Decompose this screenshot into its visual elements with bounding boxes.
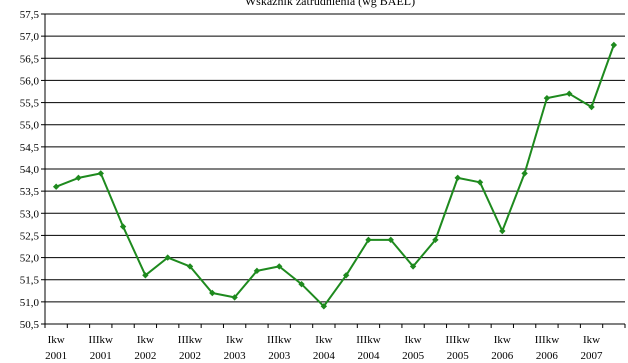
data-point-marker (476, 179, 484, 186)
axes (44, 14, 625, 325)
y-tick-label: 53,5 (20, 186, 40, 198)
x-tick-label-year: 2005 (402, 350, 425, 362)
x-tick-label-year: 2003 (268, 350, 291, 362)
data-point-marker (387, 236, 394, 244)
x-tick-label-year: 2001 (90, 350, 112, 362)
data-point-marker (432, 236, 439, 244)
y-tick-label: 52,5 (20, 230, 40, 242)
y-tick-label: 54,5 (20, 142, 40, 154)
data-point-marker (499, 227, 506, 235)
data-point-marker (75, 174, 82, 182)
x-tick-label-year: 2006 (536, 350, 559, 362)
x-tick-label-year: 2002 (179, 350, 201, 362)
x-tick-label-period: Ikw (405, 334, 422, 346)
data-point-marker (52, 183, 60, 190)
x-tick-label-period: IIIkw (356, 334, 380, 346)
data-point-marker (342, 272, 350, 279)
data-point-marker (276, 263, 283, 270)
data-point-marker (409, 263, 417, 270)
y-tick-label: 55,5 (20, 98, 40, 110)
series-group (52, 41, 618, 310)
x-tick-label-period: Ikw (137, 334, 154, 346)
x-tick-label-period: IIIkw (89, 334, 113, 346)
x-tick-label-year: 2002 (134, 350, 156, 362)
y-tick-label: 52,0 (20, 253, 40, 265)
data-point-marker (253, 267, 261, 275)
x-tick-label-period: Ikw (583, 334, 600, 346)
data-point-marker (298, 280, 305, 288)
x-tick-label-period: Ikw (48, 334, 65, 346)
data-point-marker (231, 294, 238, 301)
x-tick-label-year: 2007 (581, 350, 604, 362)
data-point-marker (164, 254, 171, 261)
y-tick-label: 55,0 (20, 120, 40, 132)
chart-title: Wskaźnik zatrudnienia (wg BAEL) (245, 0, 415, 8)
x-tick-label-period: Ikw (226, 334, 243, 346)
data-point-marker (610, 41, 618, 49)
y-tick-label: 56,0 (20, 75, 40, 87)
x-tick-label-year: 2004 (357, 350, 380, 362)
data-point-marker (365, 236, 372, 244)
series-line (55, 44, 615, 308)
data-point-marker (521, 170, 528, 177)
y-tick-label: 54,0 (20, 164, 40, 176)
data-point-marker (566, 90, 573, 97)
x-tick-label-period: IIIkw (178, 334, 202, 346)
y-tick-label: 50,5 (20, 319, 40, 331)
x-tick-label-year: 2005 (447, 350, 470, 362)
data-point-marker (454, 174, 461, 182)
y-tick-label: 57,5 (20, 9, 40, 21)
y-tick-label: 51,0 (20, 297, 40, 309)
data-point-marker (209, 289, 216, 297)
y-tick-label: 56,5 (20, 53, 40, 65)
x-tick-label-period: IIIkw (267, 334, 291, 346)
x-axis-ticks: Ikw 2001 IIIkw 2001 Ikw 2002 IIIkw 2002 Ikw 2003 I… (44, 324, 626, 362)
data-point-marker (97, 170, 104, 177)
x-tick-label-year: 2004 (313, 350, 336, 362)
data-point-marker (588, 103, 595, 111)
data-point-marker (142, 272, 149, 279)
y-tick-label: 53,0 (20, 208, 40, 220)
x-tick-label-year: 2001 (45, 350, 67, 362)
data-point-marker (186, 263, 194, 270)
y-tick-label: 51,5 (20, 275, 40, 287)
x-tick-label-period: Ikw (315, 334, 332, 346)
y-tick-label: 57,0 (20, 31, 40, 43)
x-tick-label-year: 2003 (224, 350, 247, 362)
x-tick-label-year: 2006 (491, 350, 514, 362)
data-point-marker (320, 303, 328, 310)
data-point-marker (119, 223, 127, 230)
y-axis-ticks: 50,5 51,0 51,5 52,0 52,5 53,0 53,5 54,0 54,5 55,0… (20, 9, 45, 331)
x-tick-label-period: Ikw (494, 334, 511, 346)
gridlines (45, 13, 625, 325)
x-tick-label-period: IIIkw (535, 334, 559, 346)
x-tick-label-period: IIIkw (445, 334, 469, 346)
data-point-marker (543, 94, 551, 102)
